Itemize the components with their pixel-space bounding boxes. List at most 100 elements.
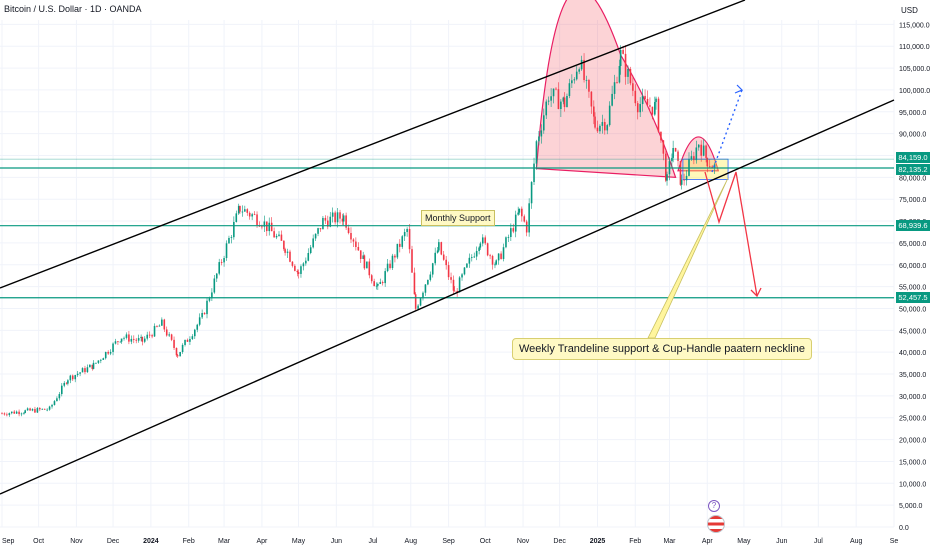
candle — [263, 221, 266, 227]
candle — [114, 341, 117, 344]
candle — [463, 267, 466, 275]
candle — [297, 272, 300, 274]
candle — [163, 319, 166, 330]
candle — [341, 218, 344, 222]
x-tick-label: May — [292, 538, 306, 545]
candle — [314, 233, 317, 239]
candle — [654, 102, 656, 115]
candle — [695, 147, 698, 161]
candle — [179, 351, 181, 357]
candle — [119, 341, 122, 343]
candle — [495, 260, 497, 265]
channel-lower-trendline[interactable] — [0, 99, 895, 495]
candle — [102, 358, 105, 360]
candle — [324, 217, 327, 221]
candle — [521, 208, 523, 217]
x-tick-label: Apr — [256, 538, 268, 545]
candle — [319, 228, 322, 230]
y-tick-label: 105,000.0 — [899, 66, 930, 73]
candle — [629, 68, 632, 84]
candle — [475, 250, 478, 257]
candle — [352, 239, 355, 242]
question-icon[interactable]: ? — [708, 500, 720, 512]
candle — [233, 221, 235, 238]
candle — [34, 409, 36, 413]
candle — [396, 243, 399, 258]
candle — [181, 344, 184, 352]
candle — [359, 250, 362, 259]
candle — [660, 131, 662, 141]
candle — [711, 166, 713, 169]
candle — [184, 339, 186, 345]
candle — [535, 141, 538, 164]
candle — [97, 360, 100, 363]
candle — [244, 209, 246, 212]
candle — [67, 380, 69, 384]
candle — [186, 339, 189, 342]
trendline-callout[interactable]: Weekly Trandeline support & Cup-Handle p… — [512, 338, 812, 360]
candle — [39, 408, 41, 410]
candle — [512, 228, 515, 232]
candle — [41, 408, 44, 410]
x-tick-label: 2024 — [143, 538, 159, 545]
y-tick-label: 50,000.0 — [899, 306, 926, 313]
candle — [533, 163, 535, 183]
candle — [165, 329, 168, 336]
y-tick-label: 5,000.0 — [899, 503, 922, 510]
candle — [599, 125, 601, 132]
candle — [494, 264, 496, 266]
candle — [132, 338, 135, 340]
neckline-zone[interactable] — [682, 158, 729, 180]
candle — [230, 237, 233, 238]
candle — [350, 232, 352, 240]
monthly-support-label[interactable]: Monthly Support — [421, 210, 495, 226]
candle — [268, 222, 271, 232]
candle — [170, 334, 173, 340]
y-tick-label: 115,000.0 — [899, 22, 930, 29]
candle — [466, 263, 468, 268]
candle — [679, 160, 682, 185]
candle — [18, 411, 20, 415]
candle — [641, 95, 644, 105]
candle — [218, 262, 221, 274]
candle — [309, 247, 312, 254]
candle — [573, 79, 576, 81]
bullish-arrowhead — [734, 84, 744, 94]
candle — [442, 254, 445, 260]
candle — [20, 413, 23, 415]
candle — [381, 282, 384, 284]
candle — [655, 98, 657, 103]
candle — [651, 106, 654, 115]
us-flag-icon[interactable] — [707, 515, 725, 533]
candle — [329, 216, 332, 227]
candle — [29, 408, 31, 411]
candle — [347, 227, 350, 233]
candle — [478, 247, 480, 251]
candle — [58, 394, 61, 399]
candle — [158, 325, 161, 327]
candle — [153, 325, 156, 337]
candle — [23, 412, 25, 414]
level-badge-84159: 84,159.0 — [896, 152, 930, 163]
candle — [141, 336, 144, 342]
candle — [151, 335, 153, 337]
candle — [95, 362, 97, 364]
candle — [342, 215, 345, 222]
candle — [261, 226, 263, 228]
bearish-projection-arrow[interactable] — [704, 171, 758, 297]
candle — [505, 237, 507, 248]
candle — [363, 255, 366, 269]
handle-shape[interactable] — [677, 136, 720, 172]
candle — [456, 291, 458, 293]
channel-upper-trendline[interactable] — [0, 0, 746, 289]
candle — [193, 329, 196, 337]
candle — [411, 249, 413, 273]
cup-shape[interactable] — [535, 0, 677, 178]
candle — [135, 339, 138, 341]
candle — [414, 294, 417, 309]
candle — [312, 238, 314, 248]
candle — [286, 251, 289, 253]
candle — [253, 214, 256, 216]
